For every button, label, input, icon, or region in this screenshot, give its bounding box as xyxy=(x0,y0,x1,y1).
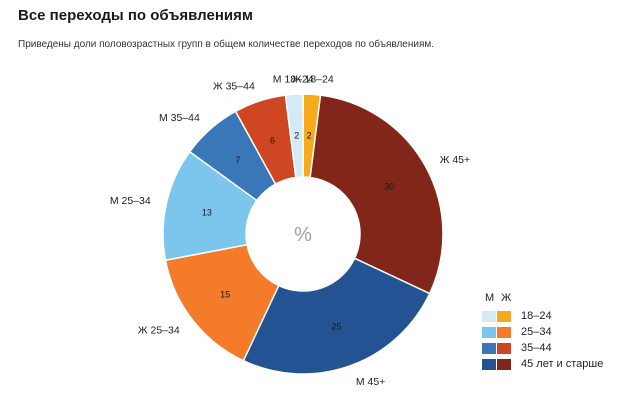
slice-value-label: 7 xyxy=(235,155,240,165)
slice-category-label: Ж 35–44 xyxy=(213,81,255,93)
slice-value-label: 2 xyxy=(294,131,299,141)
donut-slice xyxy=(164,243,280,362)
legend-label: 18–24 xyxy=(521,310,552,322)
legend-row: 35–44 xyxy=(482,340,603,356)
legend-swatch-women xyxy=(497,358,511,370)
slice-category-label: Ж 45+ xyxy=(440,154,470,166)
legend-label: 25–34 xyxy=(521,326,552,338)
legend-swatch-men xyxy=(482,310,496,322)
slice-category-label: М 45+ xyxy=(356,376,385,388)
slice-category-label: М 25–34 xyxy=(110,195,151,207)
donut-slice xyxy=(284,93,304,179)
chart-subtitle: Приведены доли половозрастных групп в об… xyxy=(18,39,435,50)
legend-header: М Ж xyxy=(485,292,603,304)
slice-category-label: Ж 18–24 xyxy=(292,73,334,85)
legend: М Ж 18–24 25–34 35–44 45 лет и старше xyxy=(482,292,603,372)
legend-header-women: Ж xyxy=(501,292,512,304)
donut-slice xyxy=(242,257,431,375)
legend-row: 18–24 xyxy=(482,308,603,324)
legend-label: 35–44 xyxy=(521,342,552,354)
legend-swatch-men xyxy=(482,326,496,338)
slice-value-label: 6 xyxy=(270,135,275,145)
slice-category-label: Ж 25–34 xyxy=(138,325,180,337)
slice-value-label: 30 xyxy=(384,182,394,192)
slice-value-label: 15 xyxy=(220,289,230,299)
slice-value-label: 2 xyxy=(307,131,312,141)
donut-slice xyxy=(309,94,444,295)
legend-swatch-men xyxy=(482,342,496,354)
legend-swatch-women xyxy=(497,342,511,354)
legend-swatch-women xyxy=(497,326,511,338)
slice-value-label: 25 xyxy=(331,322,341,332)
slice-category-label: М 18–24 xyxy=(273,73,314,85)
slice-value-label: 13 xyxy=(202,208,212,218)
center-unit-label: % xyxy=(294,224,312,246)
legend-header-men: М xyxy=(485,292,495,304)
chart-title: Все переходы по объявлениям xyxy=(18,7,253,24)
legend-row: 45 лет и старше xyxy=(482,356,603,372)
legend-swatch-men xyxy=(482,358,496,370)
legend-label: 45 лет и старше xyxy=(521,358,604,370)
legend-row: 25–34 xyxy=(482,324,603,340)
slice-category-label: М 35–44 xyxy=(159,112,200,124)
legend-swatch-women xyxy=(497,310,511,322)
